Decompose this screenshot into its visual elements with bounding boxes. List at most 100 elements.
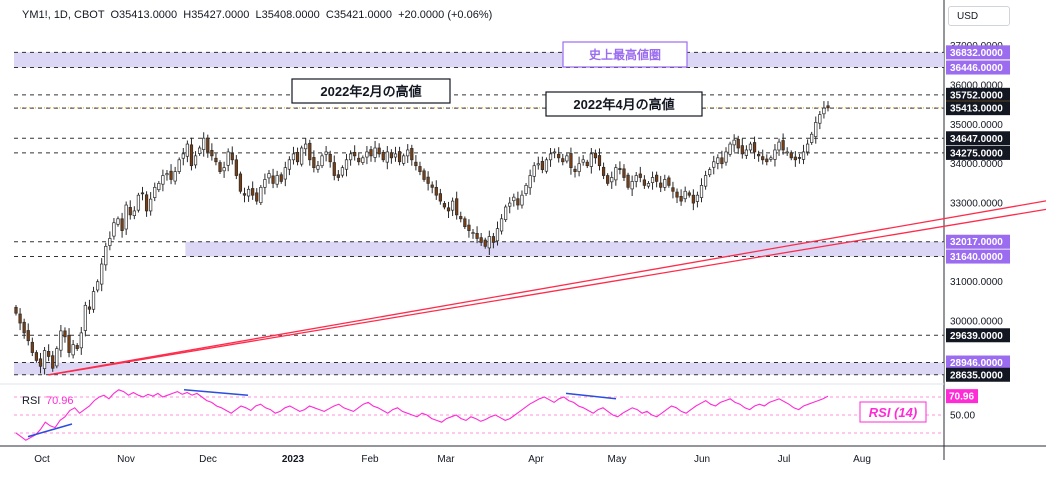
candle (226, 151, 230, 166)
candle (491, 236, 496, 243)
candle (532, 165, 536, 177)
price-tick-label: 31000.0000 (950, 277, 1003, 288)
candle (601, 166, 606, 176)
candle (389, 152, 394, 159)
candle (777, 141, 781, 151)
candle (659, 182, 663, 188)
candle (540, 161, 544, 170)
candle (544, 159, 549, 172)
candle (552, 151, 557, 154)
price-level-value: 28946.0000 (950, 358, 1003, 369)
candle (430, 184, 434, 188)
candle (344, 159, 349, 170)
candle (295, 151, 300, 163)
candle (446, 207, 451, 212)
candle (789, 152, 793, 159)
candle (267, 173, 271, 179)
price-level-tag (946, 60, 1010, 75)
candle (720, 157, 724, 165)
candle (324, 151, 328, 155)
candle (455, 198, 459, 216)
candle (769, 157, 773, 160)
candle (822, 107, 826, 115)
candle (610, 177, 614, 183)
price-level-value: 35752.0000 (950, 90, 1003, 101)
candle (328, 153, 332, 163)
candle (173, 171, 177, 182)
candle (198, 147, 202, 154)
candle (818, 114, 822, 124)
trendline[interactable] (48, 131, 1046, 376)
candle (573, 168, 577, 172)
candle (761, 156, 765, 161)
rsi-name-label: RSI (14) (869, 405, 917, 420)
candle (308, 142, 312, 161)
low-value: 35408.0000 (261, 9, 320, 21)
price-level-value: 34647.0000 (950, 134, 1003, 145)
candle (520, 194, 524, 206)
candle (218, 162, 222, 172)
candle (108, 238, 112, 246)
candle (100, 263, 104, 285)
time-tick-label: Oct (34, 454, 50, 465)
candle (230, 153, 234, 161)
time-tick-label: Jul (778, 454, 791, 465)
symbol-label[interactable]: YM1! (22, 9, 48, 21)
candle (116, 218, 120, 225)
candle (14, 306, 18, 314)
trendline[interactable] (48, 143, 1046, 376)
candle (242, 193, 247, 196)
candle (26, 330, 30, 342)
candle (393, 153, 398, 158)
rsi-name-box (859, 401, 927, 423)
candle (255, 192, 259, 202)
candle (797, 157, 802, 159)
candle (757, 153, 761, 157)
rsi-line (15, 389, 829, 441)
price-zone (14, 52, 944, 68)
candle (234, 159, 238, 176)
feb-high-label: 2022年2月の高値 (320, 84, 421, 99)
candle (793, 156, 797, 161)
candle (691, 194, 695, 204)
candle (589, 153, 593, 167)
divergence-line[interactable] (183, 389, 249, 396)
candle (785, 151, 789, 154)
candle (504, 206, 508, 220)
time-tick-label: Nov (117, 454, 135, 465)
divergence-line[interactable] (565, 392, 617, 400)
candle (300, 147, 304, 165)
time-tick-label: 2023 (282, 454, 305, 465)
candle (38, 358, 43, 367)
price-level-value: 34275.0000 (950, 148, 1003, 159)
candle (561, 158, 565, 163)
interval-label[interactable]: 1D (53, 9, 68, 21)
candle (185, 143, 189, 157)
candle (736, 138, 740, 149)
high-value: 35427.0000 (191, 9, 250, 21)
candle (463, 218, 467, 228)
candle (193, 155, 198, 166)
candle (238, 173, 243, 192)
currency-button[interactable]: USD (948, 6, 1010, 26)
candle (385, 151, 389, 163)
candle (548, 153, 553, 161)
candle (597, 155, 602, 167)
candle (442, 203, 447, 208)
candle (336, 174, 340, 178)
candle (112, 222, 116, 237)
candle (467, 224, 471, 231)
candle (47, 351, 51, 357)
candle (528, 175, 532, 189)
price-level-value: 28635.0000 (950, 370, 1003, 381)
candle (499, 218, 504, 232)
candle (144, 194, 149, 212)
candle (373, 147, 377, 158)
high-label: H (183, 9, 192, 21)
candle (79, 332, 83, 349)
candle (59, 330, 63, 351)
apr-high-label: 2022年4月の高値 (573, 97, 674, 112)
candle (397, 151, 402, 163)
divergence-line[interactable] (27, 423, 73, 438)
